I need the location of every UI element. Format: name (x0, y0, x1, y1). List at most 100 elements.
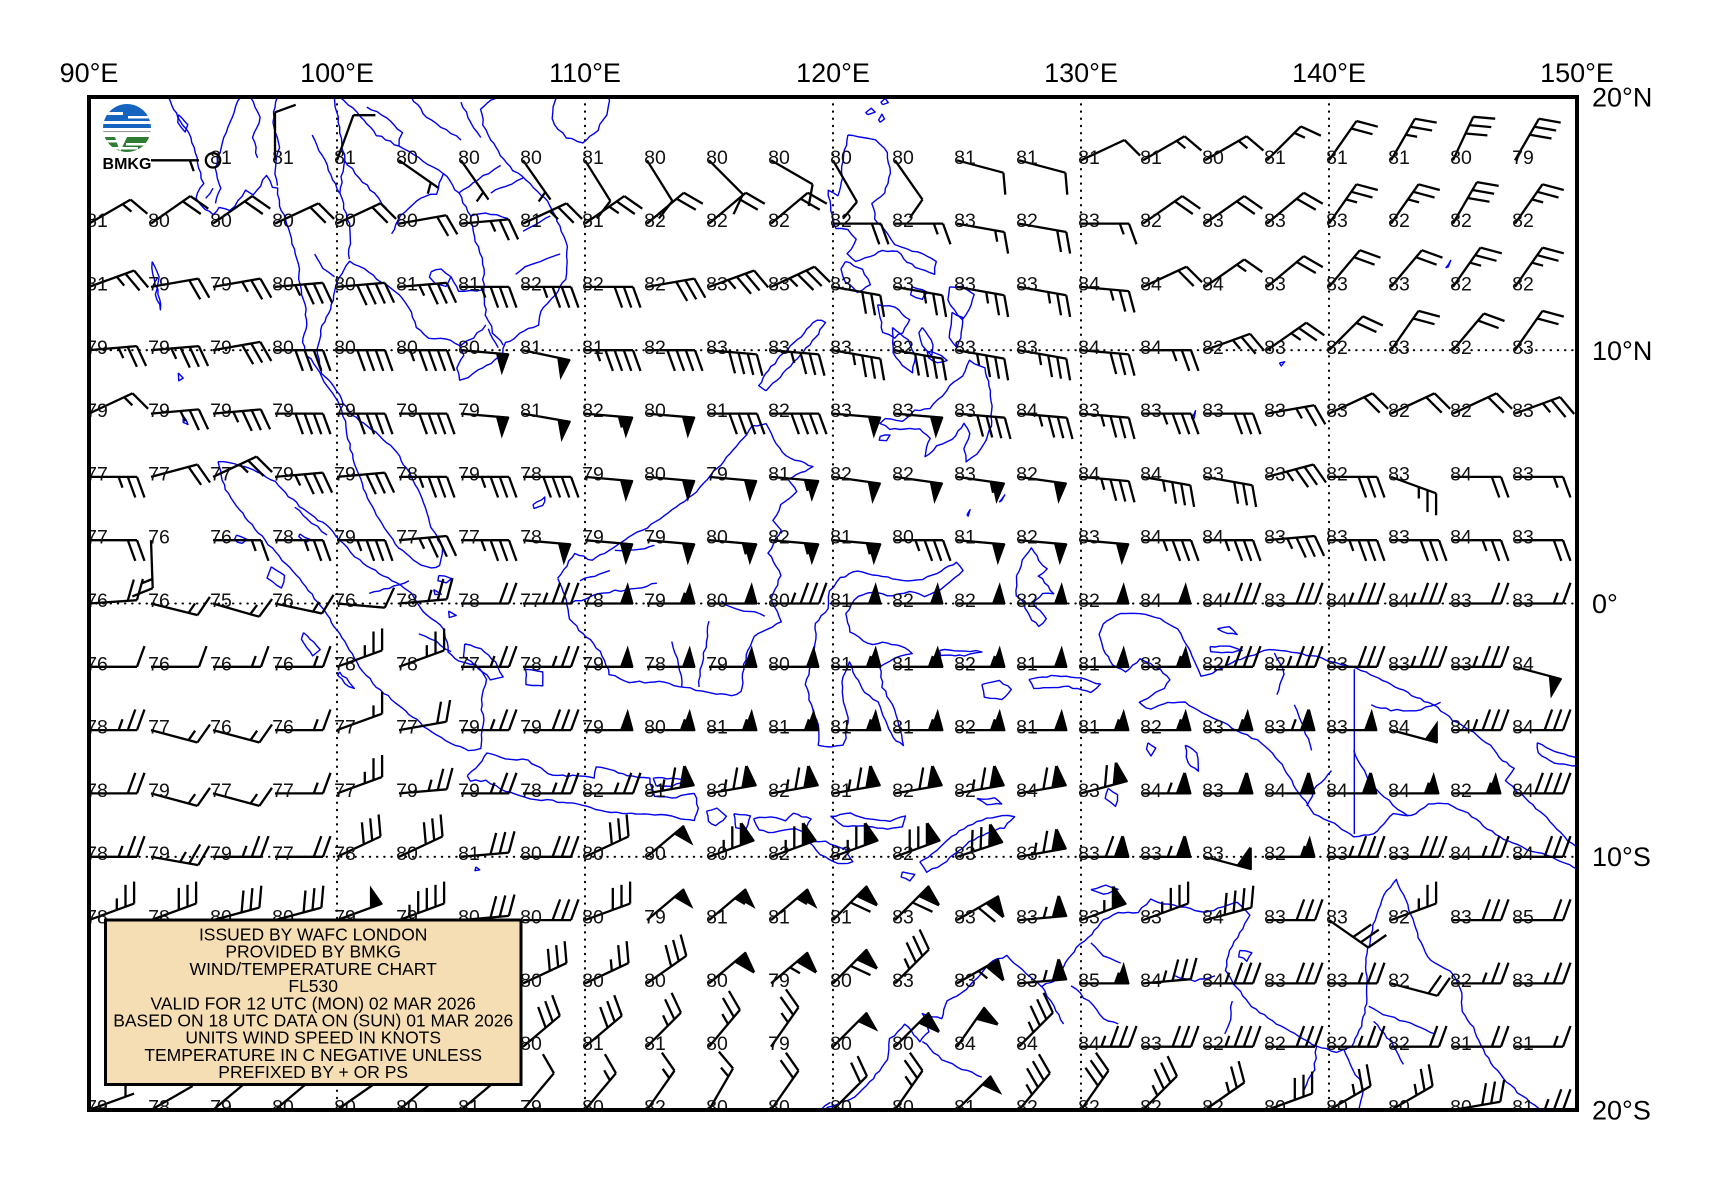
svg-text:82: 82 (1078, 1097, 1100, 1119)
svg-text:84: 84 (1326, 590, 1348, 612)
svg-text:78: 78 (396, 590, 418, 612)
svg-text:80: 80 (768, 653, 790, 675)
svg-text:80: 80 (396, 210, 418, 232)
svg-text:79: 79 (148, 337, 170, 359)
svg-text:82: 82 (1326, 463, 1348, 485)
svg-text:79: 79 (768, 1033, 790, 1055)
svg-text:82: 82 (1388, 970, 1410, 992)
svg-text:79: 79 (210, 273, 232, 295)
svg-text:84: 84 (1388, 590, 1410, 612)
svg-text:83: 83 (1140, 907, 1162, 929)
svg-text:82: 82 (1016, 527, 1038, 549)
svg-text:82: 82 (1512, 210, 1534, 232)
svg-text:79: 79 (644, 907, 666, 929)
svg-text:90°E: 90°E (60, 58, 119, 88)
svg-text:79: 79 (86, 337, 108, 359)
svg-text:81: 81 (892, 653, 914, 675)
svg-text:78: 78 (458, 590, 480, 612)
svg-text:83: 83 (954, 970, 976, 992)
svg-text:83: 83 (1264, 970, 1286, 992)
svg-text:82: 82 (954, 717, 976, 739)
svg-text:84: 84 (1388, 780, 1410, 802)
svg-text:80: 80 (1388, 1097, 1410, 1119)
svg-text:77: 77 (334, 780, 356, 802)
svg-text:83: 83 (1016, 907, 1038, 929)
svg-text:81: 81 (768, 463, 790, 485)
svg-text:82: 82 (1264, 1033, 1286, 1055)
svg-text:82: 82 (1016, 1097, 1038, 1119)
svg-text:78: 78 (520, 463, 542, 485)
svg-text:83: 83 (1202, 463, 1224, 485)
svg-text:84: 84 (1512, 780, 1534, 802)
svg-text:77: 77 (210, 463, 232, 485)
svg-text:79: 79 (148, 843, 170, 865)
svg-text:83: 83 (1202, 210, 1224, 232)
svg-text:84: 84 (1016, 780, 1038, 802)
svg-text:80: 80 (520, 147, 542, 169)
svg-text:80: 80 (272, 210, 294, 232)
svg-text:82: 82 (768, 843, 790, 865)
svg-text:83: 83 (1016, 970, 1038, 992)
svg-text:78: 78 (520, 527, 542, 549)
svg-text:83: 83 (1264, 273, 1286, 295)
svg-text:81: 81 (830, 907, 852, 929)
svg-text:80: 80 (458, 210, 480, 232)
svg-text:81: 81 (458, 843, 480, 865)
svg-text:80: 80 (830, 147, 852, 169)
svg-text:81: 81 (830, 590, 852, 612)
svg-text:81: 81 (1326, 147, 1348, 169)
svg-text:80: 80 (334, 1097, 356, 1119)
svg-text:83: 83 (1388, 273, 1410, 295)
svg-text:83: 83 (1264, 527, 1286, 549)
svg-text:79: 79 (86, 1097, 108, 1119)
svg-text:78: 78 (86, 907, 108, 929)
svg-text:79: 79 (582, 463, 604, 485)
svg-text:10°S: 10°S (1592, 842, 1651, 872)
svg-text:82: 82 (1450, 970, 1472, 992)
svg-text:81: 81 (86, 210, 108, 232)
svg-text:77: 77 (86, 463, 108, 485)
svg-text:84: 84 (954, 1033, 976, 1055)
svg-text:76: 76 (148, 527, 170, 549)
svg-text:81: 81 (1078, 717, 1100, 739)
svg-text:83: 83 (1388, 337, 1410, 359)
svg-text:82: 82 (892, 843, 914, 865)
svg-text:83: 83 (1512, 970, 1534, 992)
svg-text:84: 84 (1140, 463, 1162, 485)
svg-text:82: 82 (1388, 400, 1410, 422)
svg-text:81: 81 (1388, 147, 1410, 169)
svg-text:83: 83 (1016, 843, 1038, 865)
svg-text:80: 80 (582, 1097, 604, 1119)
svg-text:82: 82 (644, 273, 666, 295)
svg-text:81: 81 (582, 210, 604, 232)
svg-text:83: 83 (1078, 843, 1100, 865)
svg-text:140°E: 140°E (1292, 58, 1366, 88)
svg-text:84: 84 (1388, 717, 1410, 739)
svg-text:83: 83 (1388, 843, 1410, 865)
svg-text:84: 84 (1202, 970, 1224, 992)
svg-text:82: 82 (768, 527, 790, 549)
svg-text:79: 79 (706, 653, 728, 675)
svg-text:82: 82 (768, 400, 790, 422)
svg-text:84: 84 (1140, 527, 1162, 549)
svg-text:83: 83 (1264, 590, 1286, 612)
svg-text:76: 76 (210, 653, 232, 675)
svg-text:80: 80 (520, 1033, 542, 1055)
svg-text:82: 82 (1202, 1097, 1224, 1119)
svg-text:80: 80 (706, 590, 728, 612)
svg-text:83: 83 (1326, 527, 1348, 549)
svg-text:83: 83 (1140, 843, 1162, 865)
svg-text:82: 82 (520, 273, 542, 295)
svg-text:83: 83 (1016, 337, 1038, 359)
svg-text:100°E: 100°E (300, 58, 374, 88)
svg-text:84: 84 (1140, 337, 1162, 359)
svg-text:82: 82 (768, 210, 790, 232)
svg-text:83: 83 (1140, 653, 1162, 675)
svg-text:80: 80 (148, 210, 170, 232)
svg-text:81: 81 (396, 273, 418, 295)
svg-text:83: 83 (1264, 717, 1286, 739)
svg-text:83: 83 (954, 463, 976, 485)
svg-text:130°E: 130°E (1044, 58, 1118, 88)
svg-text:80: 80 (706, 527, 728, 549)
svg-text:83: 83 (892, 970, 914, 992)
